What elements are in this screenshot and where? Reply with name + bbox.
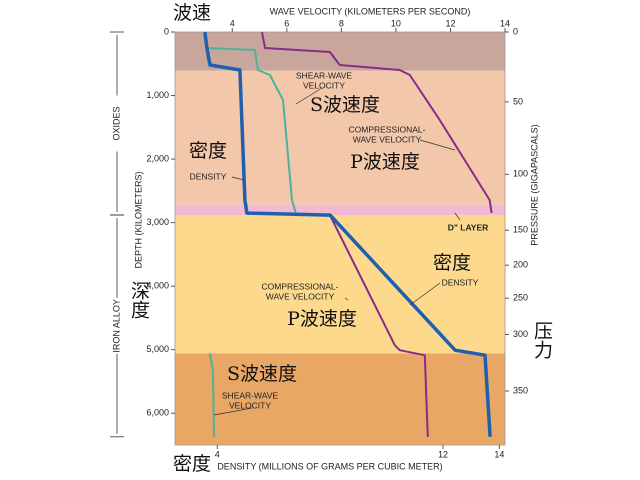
bracket-gap (110, 297, 124, 354)
x-axis-title: WAVE VELOCITY (KILOMETERS PER SECOND) (270, 6, 471, 16)
x-tick-label: 6 (284, 18, 289, 28)
y-axis-title: DEPTH (KILOMETERS) (133, 171, 143, 268)
y-tick-label: 4,000 (146, 281, 169, 291)
y2-tick-label: 350 (513, 385, 528, 395)
y2-tick-label: 0 (513, 26, 518, 36)
region-label: OXIDES (111, 106, 121, 140)
annotation: S波速度 (310, 94, 380, 116)
leader (231, 176, 245, 181)
series-line (204, 31, 297, 437)
x2-tick-label: 12 (438, 449, 448, 459)
annotation: COMPRESSIONAL- (349, 124, 426, 134)
annotation: VELOCITY (303, 80, 345, 90)
annotation: SHEAR-WAVE (296, 70, 353, 80)
annotation: COMPRESSIONAL- (262, 281, 339, 291)
annotation: 密度 (189, 140, 227, 162)
x-tick-label: 8 (339, 18, 344, 28)
y2-tick-label: 100 (513, 169, 528, 179)
x2-axis-title: DENSITY (MILLIONS OF GRAMS PER CUBIC MET… (217, 461, 442, 471)
leader (213, 407, 253, 416)
annotation: D" LAYER (448, 222, 489, 232)
annotation: P波速度 (350, 151, 420, 173)
y2-tick-label: 300 (513, 329, 528, 339)
y2-tick-label: 250 (513, 293, 528, 303)
y-tick-label: 3,000 (146, 217, 169, 227)
bracket-gap (110, 95, 124, 152)
plot-frame (174, 31, 506, 446)
annotation: VELOCITY (229, 400, 271, 410)
x-tick-label: 4 (230, 18, 235, 28)
y2-axis-title: PRESSURE (GIGAPASCALS) (529, 124, 539, 245)
series-line (261, 31, 493, 437)
annotation: P波速度 (287, 308, 357, 330)
y-tick-label: 2,000 (146, 153, 169, 163)
annotation: 密度 (433, 252, 471, 274)
leader (295, 87, 323, 105)
region-label: IRON ALLOY (111, 299, 121, 353)
leader (454, 212, 461, 221)
layer-band (175, 214, 505, 354)
x-tick-label: 10 (391, 18, 401, 28)
annotation: DENSITY (442, 277, 479, 287)
y-axis-title-cn: 深度 (128, 281, 150, 319)
layer-band (175, 353, 505, 445)
y-tick-label: 1,000 (146, 90, 169, 100)
annotation: WAVE VELOCITY (266, 291, 335, 301)
layer-band (175, 204, 505, 215)
series-line (203, 31, 492, 437)
y-tick-label: 0 (164, 26, 169, 36)
y-tick-label: 6,000 (146, 408, 169, 418)
annotation: SHEAR-WAVE (222, 390, 279, 400)
y2-tick-label: 50 (513, 96, 523, 106)
x2-tick-label: 14 (494, 449, 504, 459)
y2-axis-title-cn: 压力 (531, 321, 553, 359)
annotation: DENSITY (190, 171, 227, 181)
x2-axis-title-cn: 密度 (173, 453, 211, 475)
layer-band (175, 70, 505, 205)
y2-tick-label: 200 (513, 260, 528, 270)
leader (344, 297, 349, 301)
x-axis-title-cn: 波速 (173, 2, 211, 24)
leader (419, 139, 456, 151)
x2-tick-label: 4 (215, 449, 220, 459)
annotation: WAVE VELOCITY (353, 134, 422, 144)
y-tick-label: 5,000 (146, 344, 169, 354)
x-tick-label: 12 (445, 18, 455, 28)
y2-tick-label: 150 (513, 225, 528, 235)
x-tick-label: 14 (500, 18, 510, 28)
annotation: S波速度 (227, 363, 297, 385)
leader (409, 282, 441, 306)
